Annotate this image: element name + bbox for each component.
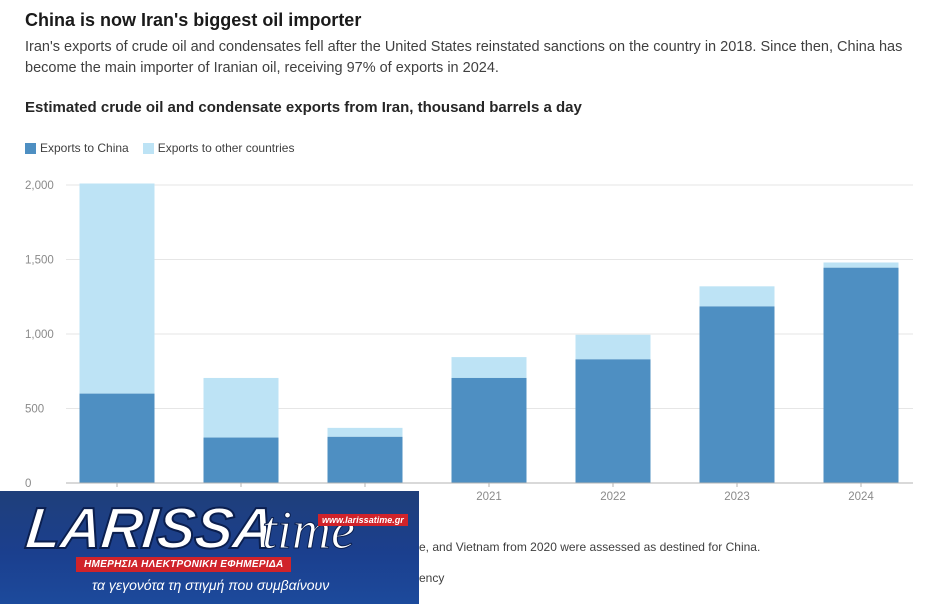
legend-label-other: Exports to other countries bbox=[157, 141, 295, 155]
legend-item-china: Exports to China bbox=[25, 141, 129, 155]
footnote-source: ency bbox=[419, 571, 445, 585]
y-tick-label: 1,500 bbox=[25, 255, 54, 267]
chart-legend: Exports to China Exports to other countr… bbox=[25, 141, 294, 155]
watermark-brand: LARISSA bbox=[22, 495, 278, 562]
bar-other-countries bbox=[451, 357, 527, 378]
x-tick-label: 2022 bbox=[600, 491, 626, 503]
legend-swatch-china bbox=[25, 142, 36, 154]
bar-other-countries bbox=[823, 262, 899, 268]
chart-subtitle: Iran's exports of crude oil and condensa… bbox=[25, 39, 903, 76]
larissatime-watermark: LARISSA time www.larissatime.gr ΗΜΕΡΗΣΙΑ… bbox=[0, 491, 419, 604]
chart-title: Estimated crude oil and condensate expor… bbox=[25, 99, 582, 116]
bar-other-countries bbox=[327, 427, 403, 437]
bar-china bbox=[451, 377, 527, 483]
x-tick-label: 2021 bbox=[476, 491, 502, 503]
x-tick-label: 2024 bbox=[848, 491, 874, 503]
bar-china bbox=[327, 436, 403, 483]
footnote-note: e, and Vietnam from 2020 were assessed a… bbox=[419, 540, 761, 554]
y-tick-label: 2,000 bbox=[25, 180, 54, 192]
y-tick-label: 500 bbox=[25, 404, 44, 416]
legend-swatch-other bbox=[142, 142, 154, 154]
y-tick-label: 0 bbox=[25, 478, 31, 490]
bar-other-countries bbox=[79, 183, 155, 394]
x-tick-label: 2023 bbox=[724, 491, 750, 503]
y-tick-label: 1,000 bbox=[25, 329, 54, 341]
watermark-strap: ΗΜΕΡΗΣΙΑ ΗΛΕΚΤΡΟΝΙΚΗ ΕΦΗΜΕΡΙΔΑ bbox=[76, 557, 292, 572]
chart-headline: China is now Iran's biggest oil importer bbox=[25, 10, 362, 30]
bar-china bbox=[575, 359, 651, 483]
bar-china bbox=[823, 267, 899, 483]
legend-label-china: Exports to China bbox=[40, 141, 129, 155]
watermark-tagline: τα γεγονότα τη στιγμή που συμβαίνουν bbox=[92, 577, 330, 593]
bar-china bbox=[203, 437, 279, 483]
watermark-brand-suffix: time bbox=[262, 500, 356, 561]
bar-china bbox=[699, 306, 775, 483]
bar-other-countries bbox=[699, 286, 775, 307]
bar-other-countries bbox=[575, 334, 651, 360]
legend-item-other: Exports to other countries bbox=[142, 141, 295, 155]
watermark-url: www.larissatime.gr bbox=[318, 514, 408, 526]
bar-china bbox=[79, 393, 155, 483]
bar-other-countries bbox=[203, 377, 279, 438]
